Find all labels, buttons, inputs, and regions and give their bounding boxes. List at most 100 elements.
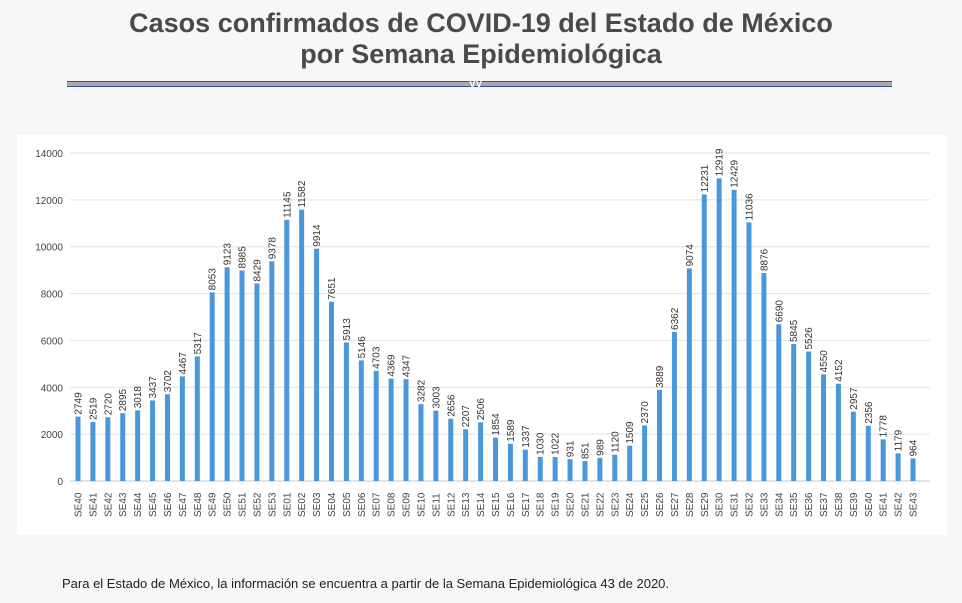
x-tick-label: SE24	[625, 492, 636, 517]
bar	[388, 378, 394, 481]
data-label: 8876	[759, 248, 770, 271]
bar	[567, 459, 573, 481]
data-label: 4467	[178, 352, 189, 375]
x-tick-label: SE07	[372, 492, 383, 517]
data-label: 9914	[312, 224, 323, 247]
x-tick-label: SE18	[536, 492, 547, 517]
x-tick-label: SE03	[312, 492, 323, 517]
bar	[478, 422, 484, 481]
y-tick-label: 14000	[35, 149, 63, 160]
bar	[582, 461, 588, 481]
bar	[150, 400, 156, 481]
title-line-2: por Semana Epidemiológica	[300, 39, 662, 69]
data-label: 931	[566, 440, 577, 457]
bar	[269, 261, 275, 481]
x-tick-label: SE02	[297, 492, 308, 517]
data-label: 1778	[879, 415, 890, 438]
bar	[701, 194, 707, 482]
x-tick-label: SE52	[252, 492, 263, 517]
data-label: 11145	[282, 191, 293, 218]
x-tick-label: SE32	[744, 492, 755, 517]
bar	[731, 189, 737, 482]
data-label: 3282	[416, 379, 427, 402]
x-tick-label: SE14	[476, 492, 487, 517]
x-tick-label: SE13	[461, 492, 472, 517]
bar	[135, 410, 141, 481]
bar	[865, 425, 871, 481]
bar	[552, 457, 558, 481]
bar	[343, 342, 349, 481]
bar	[75, 416, 81, 481]
bar	[821, 374, 827, 481]
x-tick-label: SE05	[342, 492, 353, 517]
data-label: 2656	[446, 394, 457, 417]
footer-note: Para el Estado de México, la información…	[62, 576, 670, 591]
data-label: 4347	[402, 354, 413, 377]
bar	[194, 356, 200, 481]
data-label: 11036	[744, 193, 755, 221]
bar	[493, 437, 498, 481]
bar	[627, 445, 633, 481]
bar	[328, 301, 334, 481]
y-tick-label: 12000	[35, 196, 63, 207]
data-label: 3003	[431, 386, 442, 409]
bar	[895, 453, 901, 481]
x-tick-label: SE19	[551, 492, 562, 517]
bar	[835, 383, 841, 481]
data-label: 1589	[506, 419, 517, 442]
divider-ornament: VV	[469, 79, 483, 90]
data-label: 4369	[387, 354, 398, 377]
x-tick-label: SE22	[595, 492, 606, 517]
x-tick-label: SE06	[357, 492, 368, 517]
bar	[433, 410, 439, 481]
bar	[522, 449, 528, 481]
data-label: 3889	[655, 365, 666, 388]
data-label: 8985	[238, 246, 249, 269]
data-label: 5146	[357, 336, 368, 359]
x-tick-label: SE11	[431, 493, 442, 517]
data-label: 12231	[700, 164, 711, 192]
x-tick-label: SE48	[193, 492, 204, 517]
data-label: 3018	[133, 386, 144, 409]
data-label: 5526	[804, 327, 815, 350]
x-tick-label: SE44	[133, 492, 144, 517]
bar	[806, 351, 812, 481]
bar	[105, 417, 111, 481]
data-label: 5317	[193, 332, 204, 355]
data-label: 2519	[88, 397, 99, 420]
y-tick-label: 8000	[41, 290, 64, 301]
data-label: 989	[595, 439, 606, 456]
x-tick-label: SE16	[506, 492, 517, 517]
data-label: 4550	[819, 350, 830, 373]
bar	[358, 360, 364, 481]
x-tick-label: SE26	[655, 492, 666, 517]
x-tick-label: SE39	[849, 492, 860, 517]
data-label: 2957	[849, 387, 860, 410]
x-tick-label: SE34	[774, 492, 785, 517]
x-tick-label: SE12	[446, 492, 457, 517]
data-label: 6362	[670, 307, 681, 330]
data-label: 2749	[74, 392, 85, 415]
bar	[418, 404, 424, 481]
x-tick-label: SE09	[402, 492, 413, 517]
y-tick-label: 0	[57, 477, 63, 488]
x-tick-label: SE08	[387, 492, 398, 517]
x-tick-label: SE53	[267, 492, 278, 517]
bar	[463, 429, 469, 481]
data-label: 11582	[297, 180, 308, 208]
x-tick-label: SE50	[223, 492, 234, 517]
data-label: 9074	[685, 244, 696, 267]
bar	[314, 248, 320, 481]
bar	[910, 458, 916, 481]
x-tick-label: SE25	[640, 492, 651, 517]
bar	[612, 454, 618, 481]
data-label: 2720	[103, 393, 114, 416]
data-label: 6690	[774, 300, 785, 323]
bar	[254, 283, 260, 481]
bar	[761, 273, 767, 481]
data-label: 851	[580, 442, 591, 459]
x-tick-label: SE31	[730, 492, 741, 517]
bar	[373, 370, 379, 481]
data-label: 4152	[834, 359, 845, 382]
